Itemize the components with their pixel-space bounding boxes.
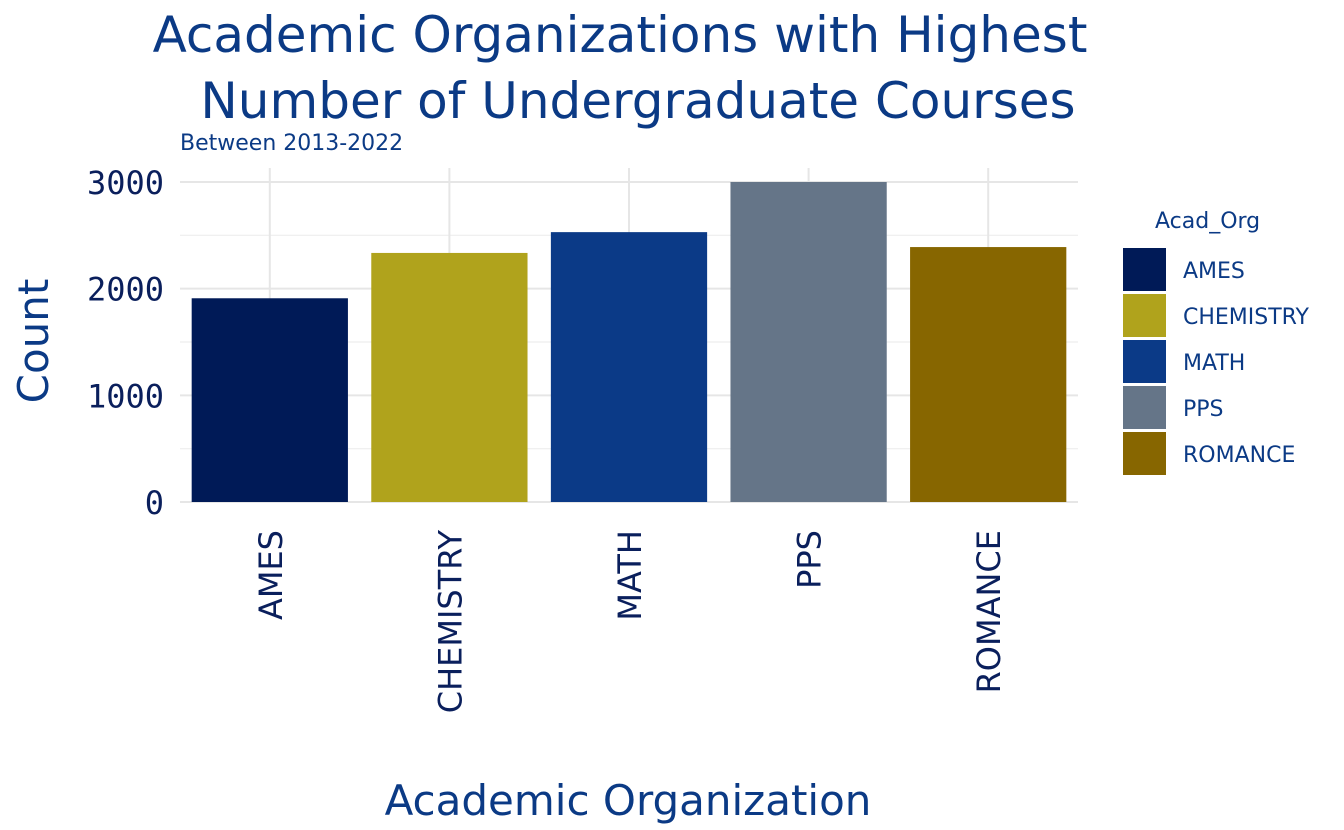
legend-swatch (1123, 432, 1166, 475)
chart-subtitle: Between 2013-2022 (180, 131, 403, 156)
x-tick-label: CHEMISTRY (431, 530, 469, 714)
y-tick-label: 2000 (87, 271, 164, 309)
legend-swatch (1123, 294, 1166, 337)
x-axis-ticks: AMES CHEMISTRY MATH PPS ROMANCE (252, 530, 1008, 714)
x-tick-label: ROMANCE (970, 530, 1008, 693)
bar-math (550, 232, 708, 502)
bar-pps (730, 182, 887, 502)
legend-label: CHEMISTRY (1183, 305, 1310, 330)
legend-swatch (1123, 340, 1166, 383)
bar-romance (910, 247, 1067, 502)
legend-swatch (1123, 248, 1166, 291)
legend-swatch (1123, 386, 1166, 429)
legend-title: Acad_Org (1155, 209, 1260, 234)
y-axis-title: Count (9, 279, 58, 404)
x-tick-label: AMES (252, 530, 290, 620)
x-axis-title: Academic Organization (385, 776, 872, 825)
bar-chemistry (371, 252, 528, 502)
chart-title-line-1: Academic Organizations with Highest (153, 6, 1088, 64)
x-tick-label: PPS (791, 530, 829, 589)
chart-title-line-2: Number of Undergraduate Courses (200, 72, 1075, 130)
legend-label: AMES (1183, 259, 1245, 284)
x-tick-label: MATH (611, 530, 649, 621)
legend-label: MATH (1183, 351, 1245, 376)
y-tick-label: 3000 (87, 164, 164, 202)
y-tick-label: 0 (145, 484, 164, 522)
y-tick-label: 1000 (87, 377, 164, 415)
bars (191, 182, 1067, 502)
legend-label: PPS (1183, 397, 1224, 422)
legend: Acad_Org AMES CHEMISTRY MATH PPS ROMANCE (1123, 209, 1310, 475)
bar-ames (191, 298, 348, 502)
legend-label: ROMANCE (1183, 443, 1295, 468)
y-axis-ticks: 0 1000 2000 3000 (87, 164, 164, 522)
